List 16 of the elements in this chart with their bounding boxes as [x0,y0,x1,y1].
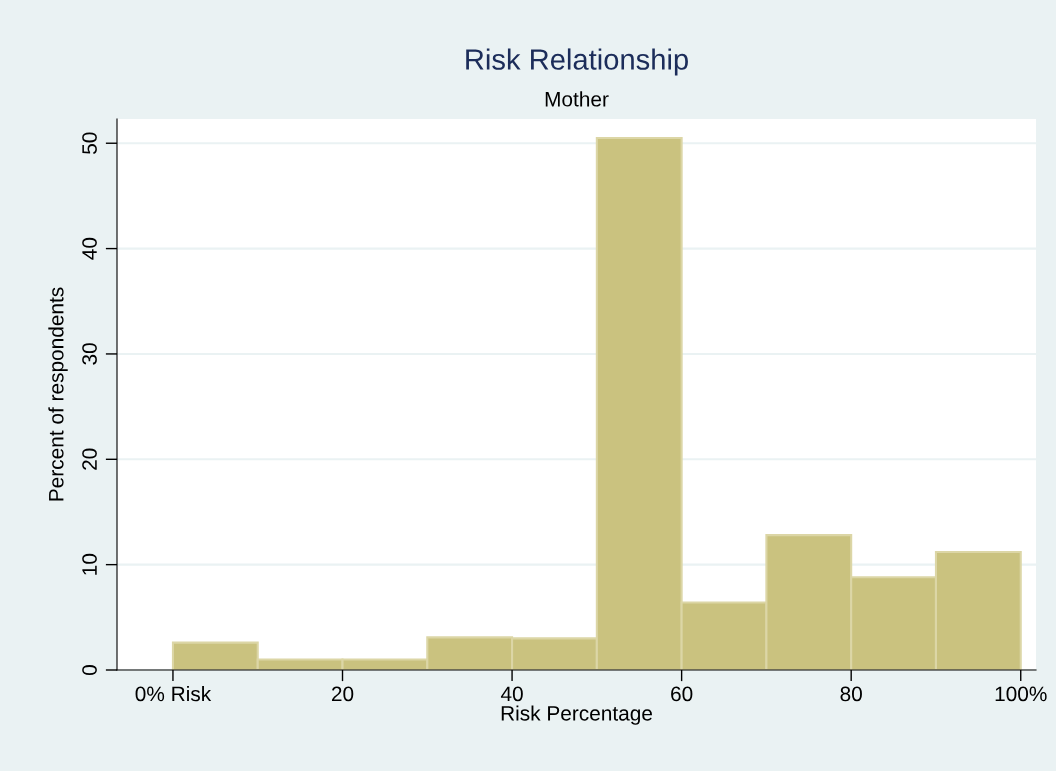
y-tick-label: 30 [82,343,97,365]
y-tick-label: 20 [82,448,97,470]
x-tick-label: 80 [840,686,862,702]
chart-subtitle: Mother [545,91,609,107]
chart-title: Risk Relationship [466,48,688,76]
x-tick-label: 0% Risk [135,685,212,702]
x-tick-label: 40 [500,686,523,702]
y-tick-label: 40 [82,237,97,260]
x-tick-label: 100% [995,686,1047,702]
y-tick-label: 50 [82,132,97,154]
x-axis-title: Risk Percentage [501,705,652,725]
x-tick-label: 60 [671,686,693,702]
y-tick-label: 10 [82,553,97,575]
x-tick-label: 20 [331,686,354,702]
y-axis-title: Percent of respondents [48,287,68,501]
y-tick-label: 0 [82,665,97,675]
